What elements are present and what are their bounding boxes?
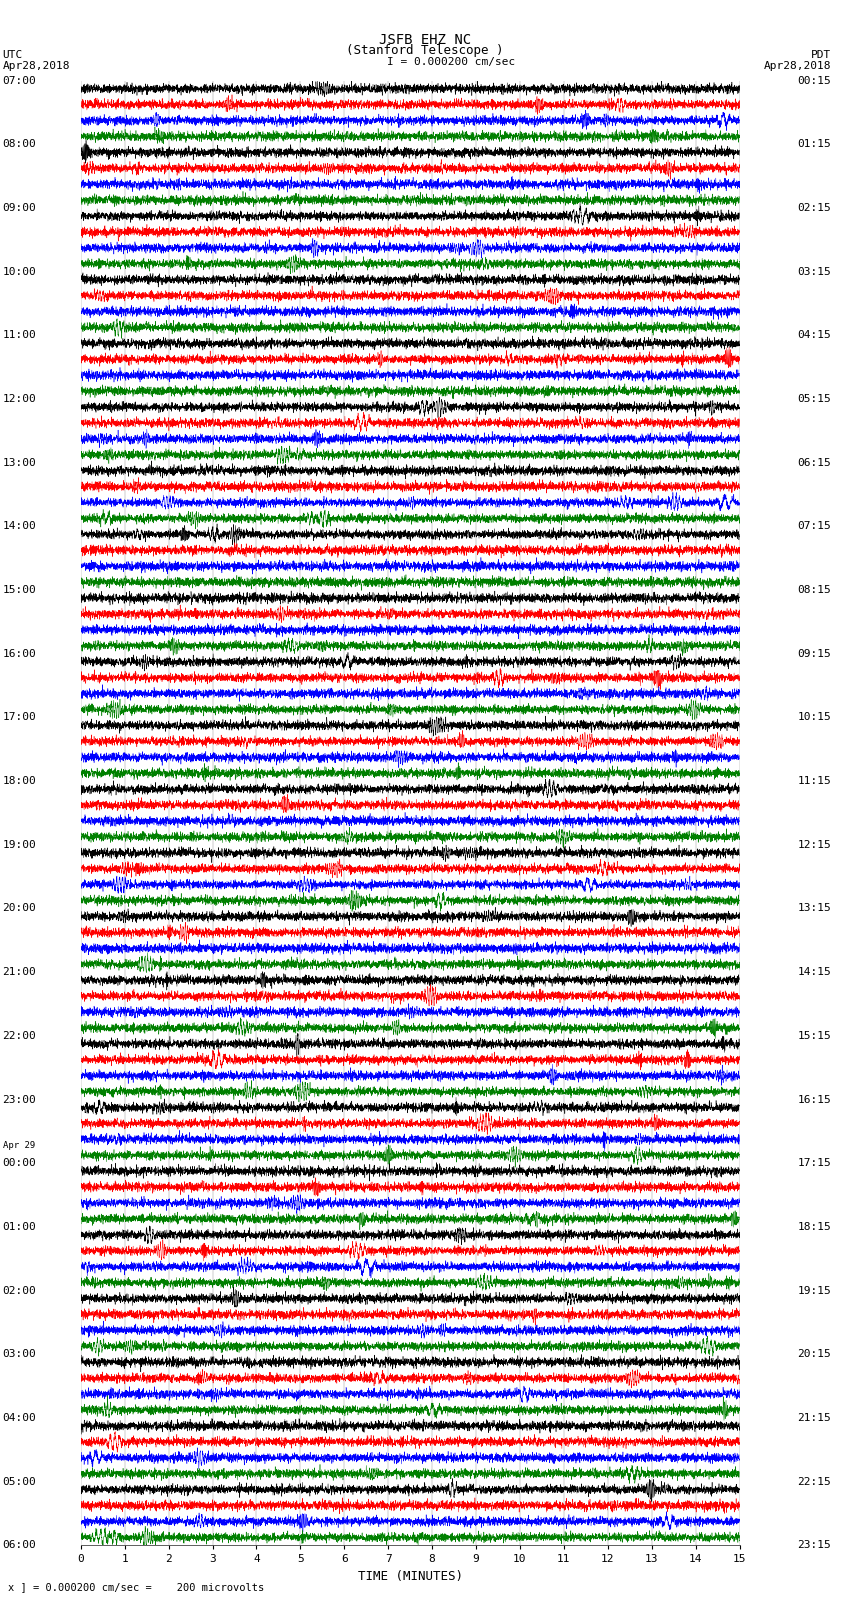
Text: 15:00: 15:00 — [3, 586, 37, 595]
Text: 17:00: 17:00 — [3, 713, 37, 723]
Text: 22:00: 22:00 — [3, 1031, 37, 1040]
Text: 11:15: 11:15 — [797, 776, 831, 786]
Text: 03:00: 03:00 — [3, 1348, 37, 1360]
Text: 08:15: 08:15 — [797, 586, 831, 595]
Text: 13:00: 13:00 — [3, 458, 37, 468]
Text: 03:15: 03:15 — [797, 266, 831, 277]
Text: 12:15: 12:15 — [797, 840, 831, 850]
Text: 01:00: 01:00 — [3, 1223, 37, 1232]
Text: 21:15: 21:15 — [797, 1413, 831, 1423]
Text: 20:15: 20:15 — [797, 1348, 831, 1360]
Text: 18:00: 18:00 — [3, 776, 37, 786]
Text: 01:15: 01:15 — [797, 139, 831, 150]
Text: Apr28,2018: Apr28,2018 — [3, 61, 70, 71]
Text: 04:00: 04:00 — [3, 1413, 37, 1423]
Text: 11:00: 11:00 — [3, 331, 37, 340]
Text: 08:00: 08:00 — [3, 139, 37, 150]
Text: 09:00: 09:00 — [3, 203, 37, 213]
Text: 23:00: 23:00 — [3, 1095, 37, 1105]
Text: 14:15: 14:15 — [797, 968, 831, 977]
Text: 02:00: 02:00 — [3, 1286, 37, 1295]
Text: 10:15: 10:15 — [797, 713, 831, 723]
Text: 06:15: 06:15 — [797, 458, 831, 468]
Text: 14:00: 14:00 — [3, 521, 37, 531]
Text: 00:15: 00:15 — [797, 76, 831, 85]
Text: 07:15: 07:15 — [797, 521, 831, 531]
Text: 16:00: 16:00 — [3, 648, 37, 658]
Text: 12:00: 12:00 — [3, 394, 37, 403]
Text: 10:00: 10:00 — [3, 266, 37, 277]
Text: JSFB EHZ NC: JSFB EHZ NC — [379, 32, 471, 47]
Text: 19:15: 19:15 — [797, 1286, 831, 1295]
Text: 09:15: 09:15 — [797, 648, 831, 658]
Text: 00:00: 00:00 — [3, 1158, 37, 1168]
Text: 07:00: 07:00 — [3, 76, 37, 85]
Text: I = 0.000200 cm/sec: I = 0.000200 cm/sec — [387, 56, 515, 68]
Text: 15:15: 15:15 — [797, 1031, 831, 1040]
Text: PDT: PDT — [811, 50, 831, 60]
Text: 05:15: 05:15 — [797, 394, 831, 403]
Text: x ] = 0.000200 cm/sec =    200 microvolts: x ] = 0.000200 cm/sec = 200 microvolts — [8, 1582, 264, 1592]
Text: 13:15: 13:15 — [797, 903, 831, 913]
Text: 05:00: 05:00 — [3, 1476, 37, 1487]
Text: 16:15: 16:15 — [797, 1095, 831, 1105]
Text: UTC: UTC — [3, 50, 23, 60]
Text: 04:15: 04:15 — [797, 331, 831, 340]
Text: 19:00: 19:00 — [3, 840, 37, 850]
Text: 22:15: 22:15 — [797, 1476, 831, 1487]
Text: 21:00: 21:00 — [3, 968, 37, 977]
Text: (Stanford Telescope ): (Stanford Telescope ) — [346, 44, 504, 58]
Text: 02:15: 02:15 — [797, 203, 831, 213]
Text: 17:15: 17:15 — [797, 1158, 831, 1168]
Text: 18:15: 18:15 — [797, 1223, 831, 1232]
Text: Apr 29: Apr 29 — [3, 1142, 35, 1150]
Text: 06:00: 06:00 — [3, 1540, 37, 1550]
Text: 20:00: 20:00 — [3, 903, 37, 913]
Text: Apr28,2018: Apr28,2018 — [764, 61, 831, 71]
Text: 23:15: 23:15 — [797, 1540, 831, 1550]
X-axis label: TIME (MINUTES): TIME (MINUTES) — [358, 1569, 462, 1582]
